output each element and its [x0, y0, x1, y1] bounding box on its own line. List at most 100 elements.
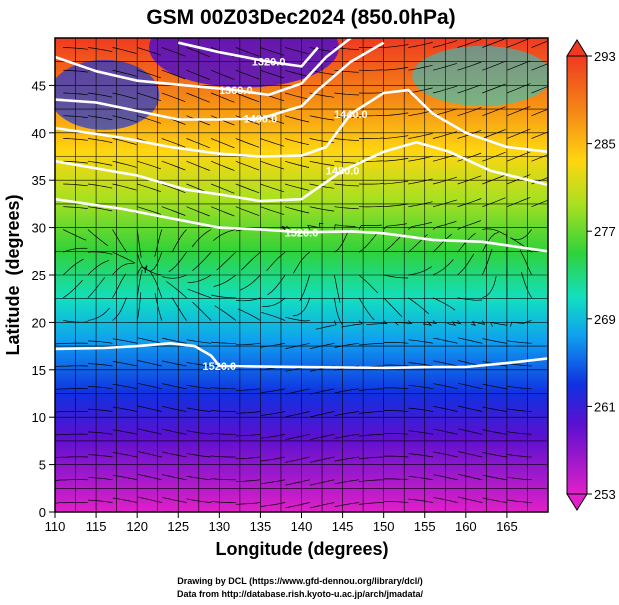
streamline	[162, 360, 187, 367]
streamline	[162, 406, 187, 412]
streamline	[432, 297, 456, 311]
streamline	[408, 384, 434, 390]
streamline	[521, 271, 532, 298]
contour-line	[55, 41, 385, 121]
streamline	[383, 297, 403, 317]
streamline	[87, 260, 109, 276]
streamline	[531, 108, 548, 117]
streamline	[358, 224, 382, 230]
contour-line	[55, 88, 548, 158]
streamline	[213, 274, 237, 287]
contour-label: 1360.0	[219, 85, 253, 97]
streamline	[285, 411, 310, 418]
streamline	[458, 496, 483, 503]
streamline	[458, 473, 483, 481]
streamline	[408, 407, 434, 412]
streamline	[87, 408, 113, 412]
contour-line	[55, 38, 352, 97]
streamline	[358, 297, 375, 321]
streamline	[341, 320, 363, 328]
x-tick-label: 145	[332, 519, 354, 534]
plot-area: 1320.0 1360.0 1400.0 1440.0 1480.0 1520.0 1520…	[55, 38, 548, 512]
streamline	[267, 274, 286, 296]
streamline	[87, 340, 113, 344]
streamline	[334, 160, 359, 164]
streamline	[150, 272, 163, 298]
streamline	[334, 183, 359, 187]
streamline	[211, 294, 236, 299]
colorbar-ticks: 253 261 269 277 285 293	[587, 49, 616, 502]
colorbar-top-arrow	[566, 39, 588, 57]
streamline	[162, 497, 187, 503]
x-axis-title: Longitude (degrees)	[215, 539, 388, 559]
streamline	[285, 316, 310, 322]
streamline	[457, 61, 482, 71]
streamline	[334, 502, 360, 508]
streamline	[260, 138, 285, 147]
streamline	[334, 297, 343, 325]
streamline	[112, 262, 134, 276]
streamline	[481, 248, 493, 276]
streamline	[447, 320, 462, 326]
streamline	[458, 382, 483, 390]
streamline	[293, 251, 310, 274]
streamline	[146, 252, 163, 272]
cold-core-north	[149, 38, 339, 88]
colorbar-body	[566, 55, 588, 495]
streamline	[408, 222, 432, 230]
streamline	[334, 274, 341, 303]
streamline	[531, 40, 548, 48]
streamline	[506, 38, 531, 48]
streamline	[162, 337, 187, 344]
contour-label: 1480.0	[326, 166, 360, 178]
contour-label: 1320.0	[252, 57, 286, 69]
streamline	[210, 69, 235, 80]
streamline	[214, 305, 237, 321]
streamline	[334, 411, 360, 417]
streamline	[334, 433, 360, 439]
streamline	[55, 411, 64, 413]
contour-label: 1520.0	[285, 227, 319, 239]
streamline	[62, 258, 84, 276]
streamline	[408, 42, 433, 48]
x-tick-label: 150	[373, 519, 395, 534]
streamline	[63, 229, 87, 241]
streamline	[432, 220, 457, 230]
streamline	[519, 249, 532, 276]
streamline	[211, 341, 236, 344]
streamline	[432, 259, 454, 276]
streamline	[87, 363, 113, 367]
y-tick-label: 10	[32, 410, 46, 425]
streamline	[55, 365, 64, 368]
streamline	[284, 69, 310, 77]
streamline	[55, 479, 64, 481]
streamline	[187, 288, 212, 299]
streamline	[334, 92, 359, 96]
chart-title: GSM 00Z03Dec2024 (850.0hPa)	[146, 6, 455, 29]
y-tick-label: 15	[32, 363, 46, 378]
streamline	[237, 308, 261, 321]
streamline	[457, 253, 475, 276]
contour-line	[178, 41, 319, 68]
streamline	[334, 456, 360, 462]
streamline	[408, 475, 434, 481]
contour-line	[55, 342, 548, 370]
streamline	[162, 451, 187, 458]
streamline	[284, 183, 310, 191]
contour-label: 1440.0	[334, 109, 368, 121]
streamline	[366, 320, 388, 326]
streamline	[171, 297, 187, 321]
streamline	[192, 251, 212, 271]
streamline	[211, 432, 236, 435]
streamline	[510, 229, 532, 241]
streamline	[458, 428, 483, 435]
streamline	[210, 206, 235, 217]
x-tick-label: 135	[250, 519, 272, 534]
streamline	[506, 174, 531, 185]
streamline	[334, 342, 360, 348]
streamline	[284, 138, 310, 146]
streamline	[137, 92, 162, 102]
y-tick-label: 40	[32, 126, 46, 141]
streamline	[260, 206, 285, 215]
